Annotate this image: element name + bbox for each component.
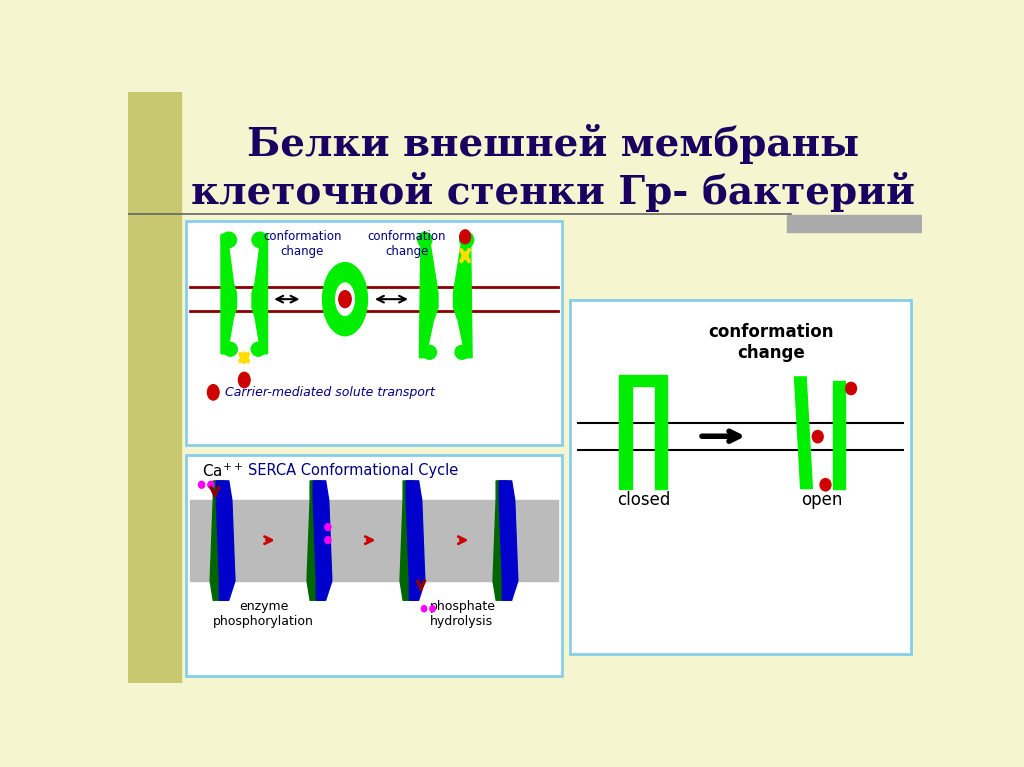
Polygon shape: [493, 481, 513, 601]
Text: Белки внешней мембраны: Белки внешней мембраны: [247, 124, 859, 164]
Text: open: open: [801, 491, 843, 509]
Text: Ca$^{++}$: Ca$^{++}$: [202, 463, 243, 479]
Polygon shape: [795, 377, 812, 489]
Ellipse shape: [239, 372, 250, 388]
Polygon shape: [216, 481, 234, 601]
Polygon shape: [210, 481, 230, 601]
Text: phosphate
hydrolysis: phosphate hydrolysis: [430, 601, 497, 628]
Bar: [190, 500, 558, 581]
Bar: [186, 222, 562, 445]
Ellipse shape: [820, 479, 830, 491]
Ellipse shape: [812, 430, 823, 443]
Ellipse shape: [339, 291, 351, 308]
Bar: [128, 92, 180, 683]
Polygon shape: [221, 235, 237, 354]
Text: клеточной стенки Гр- бактерий: клеточной стенки Гр- бактерий: [190, 172, 914, 212]
Polygon shape: [500, 481, 518, 601]
Bar: [186, 456, 562, 676]
Ellipse shape: [325, 524, 331, 531]
Text: conformation
change: conformation change: [709, 323, 834, 362]
Ellipse shape: [221, 232, 237, 248]
Text: conformation
change: conformation change: [263, 230, 342, 258]
Polygon shape: [313, 481, 332, 601]
Polygon shape: [400, 481, 420, 601]
Ellipse shape: [423, 345, 436, 359]
Ellipse shape: [199, 481, 205, 489]
Polygon shape: [454, 235, 472, 357]
Ellipse shape: [846, 382, 856, 395]
Ellipse shape: [251, 342, 265, 356]
Ellipse shape: [325, 537, 331, 544]
Polygon shape: [307, 481, 328, 601]
Text: SERCA Conformational Cycle: SERCA Conformational Cycle: [248, 463, 458, 479]
Ellipse shape: [323, 262, 368, 336]
Polygon shape: [420, 235, 438, 357]
Bar: [655, 384, 668, 489]
Ellipse shape: [430, 606, 435, 612]
Bar: [620, 375, 668, 386]
Ellipse shape: [418, 232, 432, 248]
Ellipse shape: [336, 283, 354, 315]
Ellipse shape: [421, 606, 427, 612]
Ellipse shape: [455, 345, 469, 359]
Ellipse shape: [208, 384, 219, 400]
Bar: [569, 300, 910, 654]
Text: closed: closed: [616, 491, 670, 509]
Text: enzyme
phosphorylation: enzyme phosphorylation: [213, 601, 314, 628]
Text: Carrier-mediated solute transport: Carrier-mediated solute transport: [225, 386, 435, 399]
Text: conformation
change: conformation change: [368, 230, 446, 258]
Ellipse shape: [223, 342, 238, 356]
Polygon shape: [834, 380, 845, 489]
Ellipse shape: [460, 232, 474, 248]
Bar: [620, 384, 632, 489]
Ellipse shape: [252, 232, 267, 248]
Bar: [786, 216, 922, 232]
Polygon shape: [407, 481, 425, 601]
Polygon shape: [252, 235, 267, 354]
Ellipse shape: [208, 481, 214, 489]
Ellipse shape: [460, 230, 471, 244]
